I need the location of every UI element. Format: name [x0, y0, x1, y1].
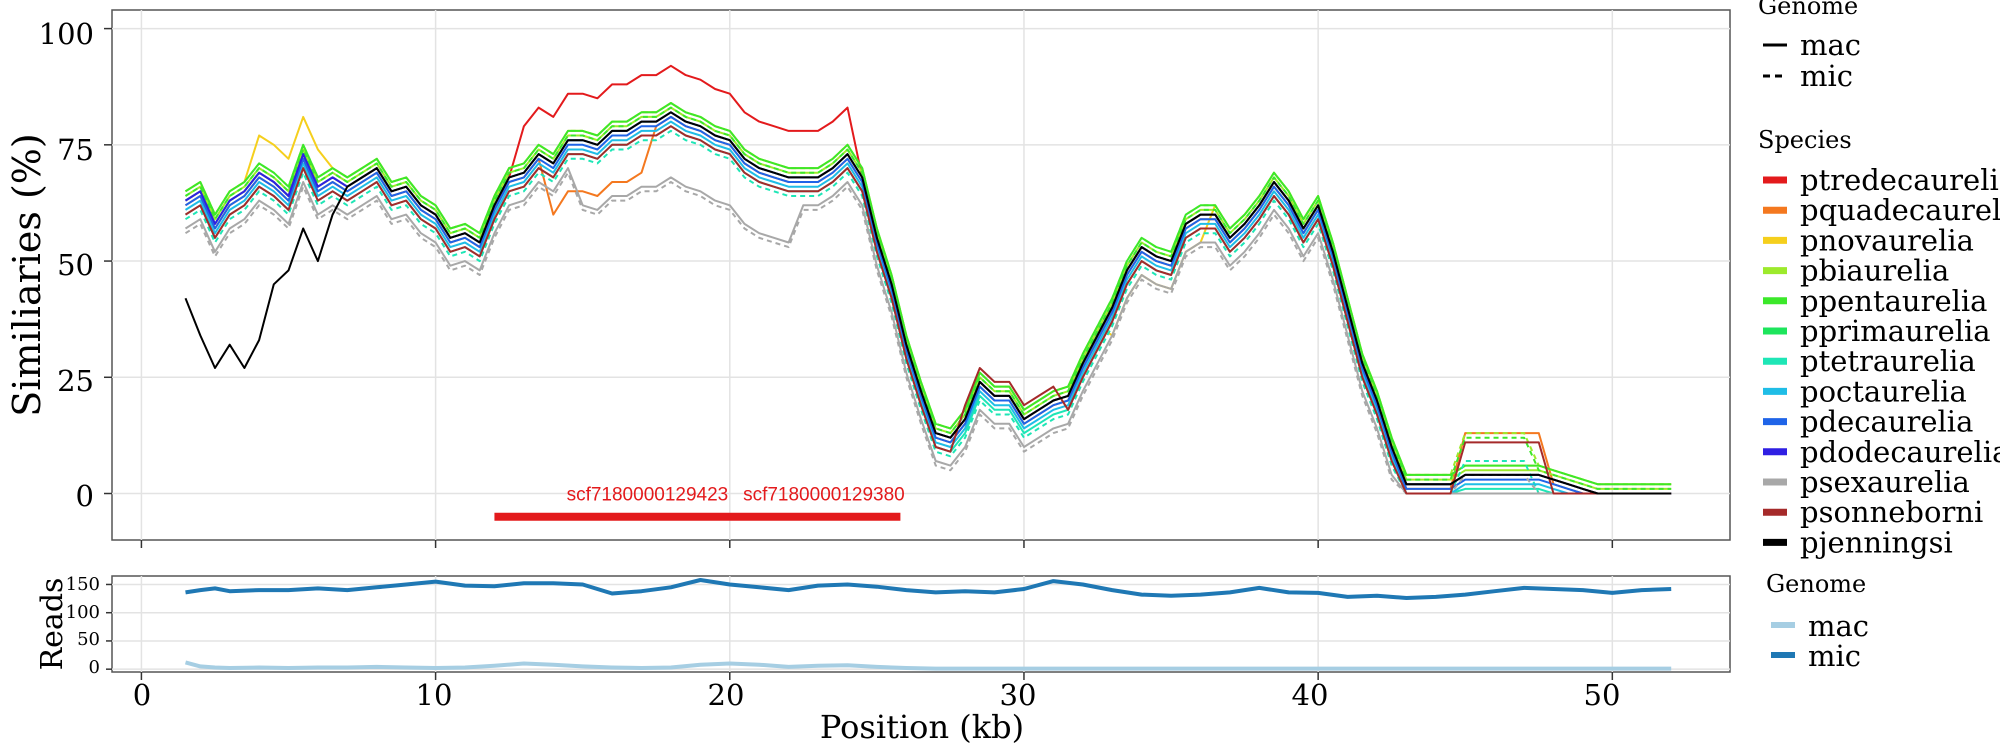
top-y-ticks: 100 75 50 25 0: [39, 17, 94, 513]
top-y-axis-title: Similiaries (%): [5, 133, 49, 416]
series-ppentaurelia-mac: [184, 102, 1672, 486]
legend-label-pbiaurelia: pbiaurelia: [1800, 254, 1949, 288]
bottom-panel-frame: [111, 575, 1731, 673]
legend-label-poctaurelia: poctaurelia: [1800, 374, 1967, 408]
x-tick-label: 50: [1584, 678, 1621, 712]
y-tick-label: 50: [77, 629, 100, 650]
bottom-y-axis-title: Reads: [35, 578, 70, 671]
legend-label-ptetraurelia: ptetraurelia: [1800, 344, 1976, 378]
bottom-panel: 150 100 50 0 Reads 0 10 20 30 40 50 Posi…: [35, 574, 1731, 746]
x-tick-label: 30: [1000, 678, 1037, 712]
reads-series-mac: [184, 660, 1672, 671]
species-legend-items: ptredecaureliapquadecaureliapnovaureliap…: [1763, 163, 2000, 559]
legend-label-pprimaurelia: pprimaurelia: [1800, 314, 1991, 348]
y-tick-label: 100: [66, 602, 100, 623]
series-ptetraurelia-mic: [184, 129, 1672, 495]
y-tick-label: 100: [39, 17, 94, 51]
legend-label-psexaurelia: psexaurelia: [1800, 465, 1970, 499]
legend-label: mic: [1808, 639, 1861, 673]
legend-title: Genome: [1758, 0, 1858, 20]
y-tick-label: 25: [57, 364, 94, 398]
legend-title: Genome: [1766, 570, 1866, 598]
gene-annotation-label: scf7180000129380: [743, 485, 905, 506]
legend-label-ptredecaurelia: ptredecaurelia: [1800, 163, 2000, 197]
x-tick-label: 20: [708, 678, 745, 712]
species-legend: Species ptredecaureliapquadecaureliapnov…: [1758, 126, 2000, 559]
legend-label-ppentaurelia: ppentaurelia: [1800, 284, 1987, 318]
series-pjenningsi-mac: [184, 111, 1672, 495]
reads-series-mic: [185, 578, 1672, 600]
series-psonneborni-mac: [184, 125, 1672, 495]
y-tick-label: 75: [57, 133, 94, 167]
gene-annotation-label: scf7180000129423: [567, 485, 729, 506]
legend-label-pquadecaurelia: pquadecaurelia: [1800, 193, 2000, 227]
legend-label-pnovaurelia: pnovaurelia: [1800, 223, 1974, 257]
bottom-y-ticks: 150 100 50 0: [66, 574, 100, 678]
legend-label-pdecaurelia: pdecaurelia: [1800, 405, 1973, 439]
x-tick-label: 0: [133, 678, 151, 712]
x-tick-label: 10: [416, 678, 453, 712]
legend-label-pjenningsi: pjenningsi: [1800, 525, 1953, 559]
series-ppentaurelia-mic: [184, 106, 1672, 490]
legend-label: mic: [1800, 59, 1853, 93]
legend-label-psonneborni: psonneborni: [1800, 495, 1983, 529]
reads-series: [184, 578, 1672, 671]
legend-label-pdodecaurelia: pdodecaurelia: [1800, 435, 2000, 469]
similarity-series: [184, 64, 1672, 495]
bottom-x-ticks: 0 10 20 30 40 50: [133, 678, 1621, 712]
x-axis-title: Position (kb): [820, 708, 1024, 746]
series-pdecaurelia-mac: [184, 115, 1672, 495]
top-panel: 100 75 50 25 0 Similiaries (%) scf718000…: [5, 9, 1731, 548]
genome-legend: Genome mac mic: [1758, 0, 1861, 93]
reads-genome-legend: Genome mac mic: [1766, 570, 1869, 673]
y-tick-label: 150: [66, 574, 100, 595]
legend-label: mac: [1800, 28, 1861, 62]
legend-title: Species: [1758, 126, 1852, 154]
legend-label: mac: [1808, 609, 1869, 643]
x-tick-label: 40: [1292, 678, 1329, 712]
y-tick-label: 0: [89, 657, 100, 678]
y-tick-label: 50: [57, 248, 94, 282]
y-tick-label: 0: [76, 479, 94, 513]
